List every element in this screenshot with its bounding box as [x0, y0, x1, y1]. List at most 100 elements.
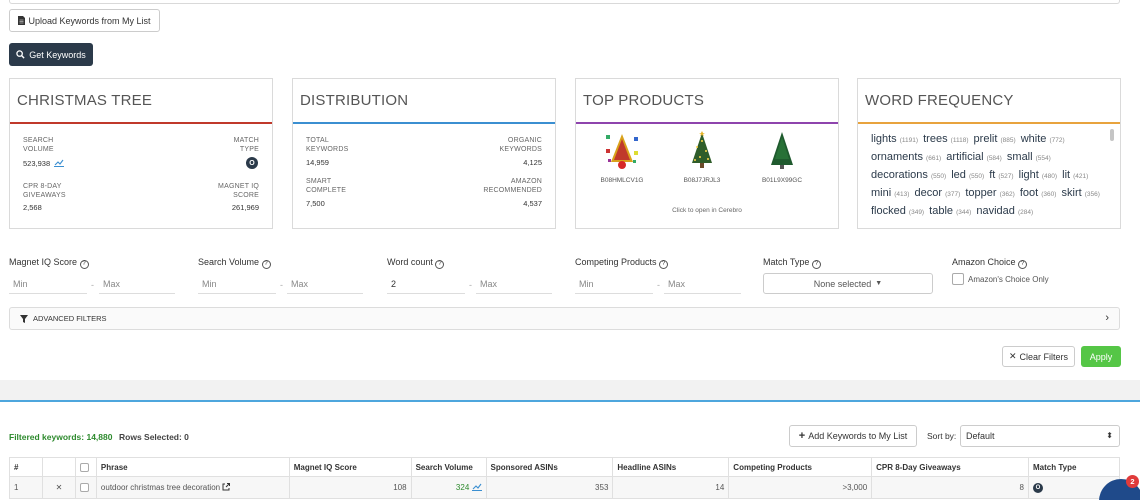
remove-icon[interactable]: ✕ [41, 476, 76, 499]
magnet-iq-min-input[interactable]: Min [9, 274, 87, 294]
advanced-filters-label: ADVANCED FILTERS [33, 314, 107, 323]
column-select[interactable] [74, 457, 97, 477]
column-match-type[interactable]: Match Type [1028, 457, 1120, 477]
chart-icon[interactable] [471, 483, 482, 492]
help-icon[interactable]: ? [1018, 260, 1028, 269]
select-all-checkbox[interactable] [79, 462, 89, 472]
competing-max-input[interactable]: Max [664, 274, 741, 294]
filtered-keywords-count: Filtered keywords: 14,880 [9, 432, 113, 442]
word-frequency-item[interactable]: ft (527) [989, 169, 1015, 181]
section-divider [0, 380, 1140, 402]
word-frequency-item[interactable]: light (480) [1019, 169, 1059, 181]
search-volume-label: SEARCH VOLUME [23, 137, 54, 153]
word-frequency-item[interactable]: ornaments (661) [871, 151, 943, 163]
advanced-filters-toggle[interactable]: ADVANCED FILTERS › [9, 307, 1120, 330]
word-count: (356) [1084, 191, 1100, 198]
word-count-min-input[interactable]: 2 [387, 274, 465, 294]
word-text: decorations [871, 169, 928, 181]
sort-by-label: Sort by: [927, 431, 957, 441]
word-frequency-item[interactable]: small (554) [1007, 151, 1053, 163]
word-frequency-item[interactable]: decorations (550) [871, 169, 948, 181]
word-frequency-item[interactable]: flocked (349) [871, 205, 926, 217]
phrase-text: outdoor christmas tree decoration [100, 483, 221, 492]
column-phrase[interactable]: Phrase [95, 457, 290, 477]
word-frequency-scrollbar[interactable] [1110, 129, 1114, 141]
upload-keywords-button[interactable]: Upload Keywords from My List [9, 9, 160, 32]
column-competing[interactable]: Competing Products [728, 457, 873, 477]
word-text: artificial [946, 151, 984, 163]
chart-icon[interactable] [54, 159, 65, 168]
word-count: (554) [1035, 155, 1051, 162]
word-frequency-item[interactable]: navidad (284) [976, 205, 1035, 217]
cpr-value: 2,568 [23, 203, 42, 212]
product-item[interactable]: B08HMLCV1G [590, 129, 654, 184]
word-frequency-item[interactable]: mini (413) [871, 187, 911, 199]
column-headline[interactable]: Headline ASINs [612, 457, 730, 477]
sort-select[interactable]: Default ⬍ [960, 425, 1120, 447]
smart-complete-value: 7,500 [306, 199, 325, 208]
word-count: (885) [1000, 137, 1016, 144]
clear-filters-button[interactable]: ✕ Clear Filters [1002, 346, 1075, 367]
help-icon[interactable]: ? [261, 260, 271, 269]
product-item[interactable]: B01L9X99GC [750, 129, 814, 184]
search-volume-min-input[interactable]: Min [198, 274, 276, 294]
competing-products-filter-label: Competing Products ? [575, 257, 669, 269]
add-to-list-button[interactable]: + Add Keywords to My List [789, 425, 917, 447]
search-volume-max-input[interactable]: Max [287, 274, 363, 294]
column-magnet-iq[interactable]: Magnet IQ Score [288, 457, 412, 477]
word-count: (344) [956, 209, 972, 216]
column-sponsored[interactable]: Sponsored ASINs [485, 457, 614, 477]
word-count-max-input[interactable]: Max [476, 274, 552, 294]
word-frequency-item[interactable]: artificial (584) [946, 151, 1004, 163]
word-text: small [1006, 151, 1033, 163]
word-frequency-item[interactable]: topper (362) [965, 187, 1016, 199]
help-icon[interactable]: ? [435, 260, 445, 269]
product-asin: B08HMLCV1G [600, 177, 644, 184]
word-count: (360) [1041, 191, 1057, 198]
word-count: (362) [999, 191, 1015, 198]
magnet-iq-value: 261,969 [231, 203, 259, 212]
row-select[interactable] [74, 476, 97, 499]
magnet-iq-max-input[interactable]: Max [99, 274, 175, 294]
total-keywords-value: 14,959 [306, 158, 329, 167]
product-image [604, 131, 640, 169]
word-text: flocked [871, 205, 906, 217]
keyword-input[interactable] [9, 0, 1120, 4]
word-frequency-item[interactable]: led (550) [951, 169, 986, 181]
word-frequency-item[interactable]: table (344) [929, 205, 973, 217]
word-text: decor [914, 187, 943, 199]
help-icon[interactable]: ? [79, 260, 89, 269]
word-frequency-item[interactable]: white (772) [1021, 133, 1067, 145]
column-search-volume[interactable]: Search Volume [410, 457, 487, 477]
get-keywords-button[interactable]: Get Keywords [9, 43, 93, 66]
row-search-volume: 324 [410, 476, 487, 499]
amazon-recommended-value: 4,537 [523, 199, 542, 208]
magnet-iq-label: MAGNET IQ SCORE [218, 183, 259, 199]
cpr-label: CPR 8-DAY GIVEAWAYS [23, 183, 66, 199]
amazon-choice-checkbox[interactable] [952, 273, 964, 285]
amazon-choice-option[interactable]: Amazon's Choice Only [952, 273, 1049, 285]
cerebro-hint: Click to open in Cerebro [672, 207, 742, 214]
external-link-icon[interactable] [222, 483, 231, 491]
column-num[interactable]: # [9, 457, 43, 477]
match-type-select[interactable]: None selected ▼ [763, 273, 933, 294]
word-frequency-item[interactable]: lit (421) [1062, 169, 1090, 181]
column-cpr[interactable]: CPR 8-Day Giveaways [871, 457, 1029, 477]
top-products-card-accent [576, 122, 838, 124]
apply-button[interactable]: Apply [1081, 346, 1121, 367]
match-type-badge: O [1033, 483, 1043, 493]
word-frequency-item[interactable]: decor (377) [914, 187, 962, 199]
keyword-card-title: CHRISTMAS TREE [17, 92, 153, 109]
row-checkbox[interactable] [79, 483, 89, 492]
competing-min-input[interactable]: Min [575, 274, 653, 294]
rows-selected-count: Rows Selected: 0 [119, 432, 189, 442]
word-frequency-item[interactable]: prelit (885) [974, 133, 1018, 145]
help-icon[interactable]: ? [659, 260, 669, 269]
word-frequency-item[interactable]: lights (1191) [871, 133, 920, 145]
word-frequency-item[interactable]: skirt (356) [1062, 187, 1102, 199]
help-icon[interactable]: ? [811, 260, 821, 269]
product-item[interactable]: B08J7JRJL3 [670, 129, 734, 184]
word-frequency-item[interactable]: foot (360) [1020, 187, 1059, 199]
word-frequency-item[interactable]: trees (1118) [923, 133, 970, 145]
sort-selected: Default [966, 431, 995, 441]
